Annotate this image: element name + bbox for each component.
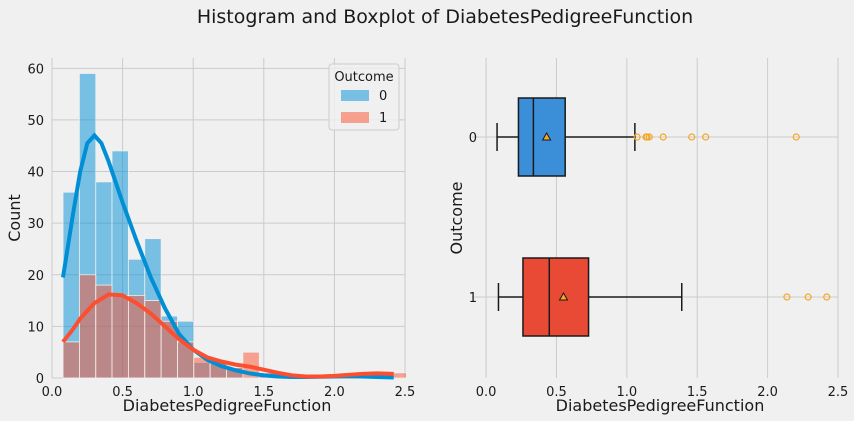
histogram-x-tick-label: 0.5 xyxy=(112,385,133,400)
histogram-y-tick-label: 30 xyxy=(27,217,44,232)
legend-swatch-0 xyxy=(341,90,369,101)
boxplot-x-tick-labels: 0.0 0.5 1.0 1.5 2.0 2.5 xyxy=(476,385,849,400)
histogram-bar-outcome-1 xyxy=(78,274,97,379)
histogram-x-tick-label: 0.0 xyxy=(42,385,63,400)
outlier-point-0 xyxy=(702,133,710,141)
boxplot-chart: 0.0 0.5 1.0 1.5 2.0 2.5 01 DiabetesPedigreeFu… xyxy=(447,58,848,415)
histogram-x-tick-label: 1.0 xyxy=(183,385,204,400)
boxplot-x-axis-label: DiabetesPedigreeFunction xyxy=(556,396,765,415)
outlier-point-0 xyxy=(643,133,651,141)
legend-label-1: 1 xyxy=(379,111,387,126)
histogram-x-tick-label: 2.5 xyxy=(395,385,416,400)
boxplot-y-axis-label: Outcome xyxy=(447,181,466,254)
boxplot-y-tick-label: 1 xyxy=(469,291,477,306)
legend-label-0: 0 xyxy=(379,89,387,104)
histogram-y-tick-label: 10 xyxy=(27,320,44,335)
histogram-x-tick-label: 1.5 xyxy=(253,385,274,400)
histogram-y-tick-label: 20 xyxy=(27,269,44,284)
boxplot-x-tick-label: 2.0 xyxy=(757,385,778,400)
histogram-y-tick-labels: 0 10 20 30 40 50 60 xyxy=(27,62,44,387)
mean-marker-1 xyxy=(558,291,569,301)
figure-title: Histogram and Boxplot of DiabetesPedigre… xyxy=(197,6,693,28)
boxplot-boxes xyxy=(496,97,831,337)
histogram-y-tick-label: 60 xyxy=(27,62,44,77)
boxplot-x-tick-label: 0.0 xyxy=(476,385,497,400)
boxplot-x-tick-label: 1.5 xyxy=(687,385,708,400)
histogram-bar-outcome-1 xyxy=(62,341,80,379)
box-1 xyxy=(522,257,590,337)
kde-line-outcome-1 xyxy=(61,292,394,379)
legend-title: Outcome xyxy=(334,70,393,85)
boxplot-y-tick-labels: 01 xyxy=(469,131,477,306)
outlier-point-0 xyxy=(645,133,653,141)
outlier-point-0 xyxy=(633,133,641,141)
histogram-x-axis-label: DiabetesPedigreeFunction xyxy=(123,396,332,415)
histogram-y-axis-label: Count xyxy=(5,194,24,242)
histogram-x-tick-label: 2.0 xyxy=(324,385,345,400)
box-0 xyxy=(517,97,566,177)
outlier-point-1 xyxy=(823,293,831,301)
boxplot-y-tick-label: 0 xyxy=(469,131,477,146)
histogram-y-tick-label: 50 xyxy=(27,114,44,129)
outlier-point-1 xyxy=(804,293,812,301)
outlier-point-0 xyxy=(792,133,800,141)
histogram-y-tick-label: 0 xyxy=(36,372,44,387)
outlier-point-0 xyxy=(688,133,696,141)
histogram-bar-outcome-1 xyxy=(111,295,129,379)
legend: Outcome 0 1 xyxy=(328,63,400,131)
outlier-point-1 xyxy=(783,293,791,301)
histogram-x-tick-labels: 0.0 0.5 1.0 1.5 2.0 2.5 xyxy=(42,385,416,400)
legend-swatch-1 xyxy=(341,112,369,123)
histogram-y-tick-label: 40 xyxy=(27,166,44,181)
boxplot-x-tick-label: 0.5 xyxy=(546,385,567,400)
boxplot-x-tick-label: 1.0 xyxy=(617,385,638,400)
boxplot-x-tick-label: 2.5 xyxy=(828,385,849,400)
outlier-point-0 xyxy=(659,133,667,141)
mean-marker-0 xyxy=(541,131,552,141)
